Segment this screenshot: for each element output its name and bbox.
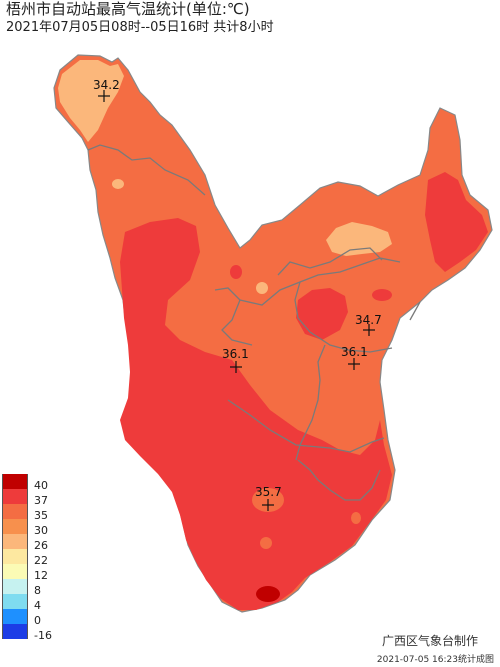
map-title: 梧州市自动站最高气温统计(单位:℃) <box>6 0 250 18</box>
legend-swatch <box>2 504 28 519</box>
station-markers <box>98 90 375 511</box>
legend-row: 12 <box>2 564 82 582</box>
station-marker-south <box>262 499 274 511</box>
legend-label: 4 <box>34 599 41 612</box>
legend-label: 37 <box>34 494 48 507</box>
mild-zone-northeast <box>326 222 392 256</box>
legend-swatch <box>2 579 28 594</box>
legend-swatch <box>2 594 28 609</box>
legend-label: 8 <box>34 584 41 597</box>
station-value-nw: 34.2 <box>93 78 120 92</box>
station-marker-ne <box>363 324 375 336</box>
legend-swatch <box>2 489 28 504</box>
mild-spot-2 <box>256 282 268 294</box>
station-value-center-east: 36.1 <box>341 345 368 359</box>
legend-row: 26 <box>2 534 82 552</box>
legend-swatch <box>2 519 28 534</box>
render-timestamp: 2021-07-05 16:23统计成图 <box>376 655 494 665</box>
producer-credit: 广西区气象台制作 <box>381 634 478 648</box>
legend-row: 4 <box>2 594 82 612</box>
legend-row: 30 <box>2 519 82 537</box>
legend-label: 40 <box>34 479 48 492</box>
mild-spot-1 <box>112 179 124 189</box>
station-value-south: 35.7 <box>255 485 282 499</box>
legend-label: 12 <box>34 569 48 582</box>
legend-label: 30 <box>34 524 48 537</box>
station-marker-center-west <box>230 361 242 373</box>
legend-row: 8 <box>2 579 82 597</box>
temperature-legend: 40 37 35 30 26 22 12 8 <box>2 474 82 664</box>
legend-swatch <box>2 549 28 564</box>
legend-label: -16 <box>34 629 52 642</box>
legend-row: 37 <box>2 489 82 507</box>
legend-swatch <box>2 474 28 489</box>
legend-label: 0 <box>34 614 41 627</box>
station-value-ne: 34.7 <box>355 313 382 327</box>
legend-swatch <box>2 534 28 549</box>
station-marker-nw <box>98 90 110 102</box>
mild-spot-3 <box>351 512 361 524</box>
legend-label: 35 <box>34 509 48 522</box>
legend-label: 22 <box>34 554 48 567</box>
map-subtitle: 2021年07月05日08时--05日16时 共计8小时 <box>6 20 274 35</box>
legend-swatch <box>2 624 28 639</box>
legend-label: 26 <box>34 539 48 552</box>
legend-row: 22 <box>2 549 82 567</box>
hot-spot-west <box>230 265 242 279</box>
legend-swatch <box>2 564 28 579</box>
county-borders <box>87 144 421 501</box>
legend-row: 40 <box>2 474 82 492</box>
hot-zone-east <box>425 172 488 272</box>
hot-spot-east <box>372 289 392 301</box>
legend-swatch <box>2 609 28 624</box>
hot-zone-southwest <box>120 218 392 610</box>
legend-row: 35 <box>2 504 82 522</box>
station-marker-center-east <box>348 358 360 370</box>
extreme-spot-south <box>256 586 280 602</box>
hot-zone-center <box>296 288 348 340</box>
station-value-center-west: 36.1 <box>222 347 249 361</box>
legend-row: 0 <box>2 609 82 627</box>
legend-row: -16 <box>2 624 82 642</box>
mild-zone-northwest <box>58 60 124 142</box>
mild-spot-4 <box>260 537 272 549</box>
